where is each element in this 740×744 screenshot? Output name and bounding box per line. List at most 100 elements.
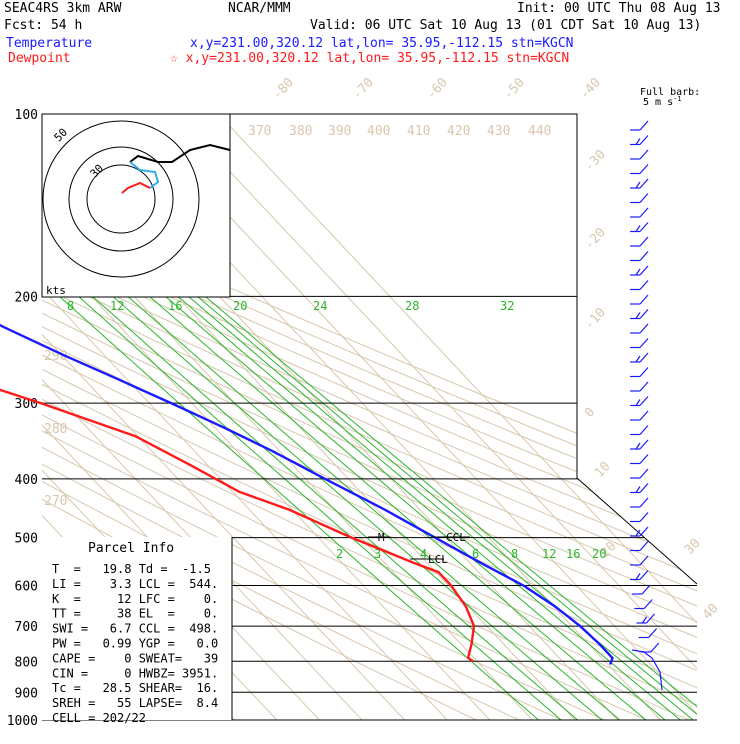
hodograph-trace-upper — [129, 143, 231, 163]
dry-adiabat-440 — [42, 114, 697, 720]
theta-label-270: 270 — [44, 494, 67, 509]
isotherm--30 — [42, 114, 448, 720]
theta-label-440: 440 — [528, 124, 551, 139]
wind-barb-flag-1 — [639, 135, 649, 145]
isotherm-label--30: -30 — [582, 147, 609, 174]
wind-barb-24 — [630, 468, 649, 479]
wind-barb-13 — [630, 309, 649, 320]
wind-barb-12 — [630, 294, 649, 305]
barb-key-value: 5 m s-1 — [643, 95, 682, 108]
wind-barb-flag2-28 — [635, 529, 641, 537]
mixing-ratio-lower-label-20: 20 — [592, 547, 606, 561]
mixing-ratio-labels: 8 12 16 20 24 28 32 2 3 4 6 8 12 16 20 — [67, 299, 606, 561]
wind-barb-flag-22 — [639, 439, 649, 450]
wind-barb-14 — [630, 323, 649, 334]
dry-adiabat-300 — [42, 114, 690, 720]
init-time: Init: 00 UTC Thu 08 Aug 13 — [517, 1, 721, 16]
mixing-ratio-upper-label-24: 24 — [313, 299, 327, 313]
parcel-info-line-5: PW = 0.99 YGP = 0.0 — [52, 637, 218, 651]
dry-adiabat-280 — [42, 114, 605, 720]
wind-barb-flag-14 — [639, 323, 649, 334]
wind-barb-33 — [634, 599, 653, 610]
wind-barb-6 — [630, 207, 649, 218]
wind-barb-flag-28 — [639, 526, 649, 537]
hodograph: 50 30 kts — [41, 113, 231, 298]
mixing-ratio-upper-label-28: 28 — [405, 299, 419, 313]
wind-barb-flag-5 — [639, 193, 649, 203]
theta-label-390: 390 — [328, 124, 351, 139]
wind-barb-28 — [630, 526, 649, 537]
pressure-label-900: 900 — [15, 686, 38, 701]
wind-barb-10 — [630, 265, 649, 276]
theta-label-370: 370 — [248, 124, 271, 139]
wind-barb-flag2-10 — [635, 268, 641, 276]
dewpoint-legend: Dewpoint — [8, 51, 71, 66]
wind-barb-low-cluster — [631, 649, 663, 691]
pressure-label-1000: 1000 — [7, 714, 38, 729]
mixing-ratio-lower-label-2: 2 — [336, 547, 343, 561]
theta-label-420: 420 — [447, 124, 470, 139]
temperature-legend: Temperature — [6, 36, 92, 51]
wind-barb-18 — [630, 381, 649, 392]
isotherm-label--70: -70 — [350, 75, 377, 102]
mixing-ratio-lower-label-8: 8 — [511, 547, 518, 561]
wind-barb-flag-26 — [639, 497, 649, 508]
wind-barb-5 — [630, 193, 649, 204]
wind-barb-25 — [630, 483, 649, 494]
lcl-marker: LCL — [428, 553, 448, 566]
wind-barb-8 — [630, 236, 649, 247]
mixing-ratio-lower-label-6: 6 — [472, 547, 479, 561]
wind-barb-35 — [638, 628, 658, 639]
wind-barb-flag-9 — [639, 251, 649, 261]
wind-barb-flag-13 — [639, 309, 649, 319]
dry-adiabat-370 — [42, 114, 697, 720]
dry-adiabat-340 — [42, 114, 697, 720]
parcel-info-panel: Parcel Info T = 19.8 Td = -1.5LI = 3.3 L… — [42, 537, 233, 725]
dry-adiabat-390 — [42, 114, 697, 720]
wind-barb-flag-8 — [639, 236, 649, 247]
dry-adiabat-450 — [42, 114, 697, 720]
wind-barb-flag-23 — [639, 454, 649, 464]
wind-barb-flag2-16 — [635, 355, 641, 363]
m-marker: M — [378, 531, 385, 544]
hodograph-ring-outer — [42, 120, 200, 278]
wind-barb-flag-12 — [639, 294, 649, 305]
wind-barb-flag-24 — [639, 468, 649, 479]
wind-barb-flag2-31 — [635, 573, 641, 580]
forecast-hour: Fcst: 54 h — [4, 18, 82, 33]
isotherm-label--50: -50 — [501, 75, 528, 102]
wind-barb-11 — [630, 280, 649, 291]
wind-barb-0 — [630, 120, 649, 131]
pressure-label-700: 700 — [15, 620, 38, 635]
wind-barb-flag-25 — [639, 483, 649, 493]
parcel-info-line-6: CAPE = 0 SWEAT= 39 — [52, 651, 218, 665]
mixing-ratio-upper-label-20: 20 — [233, 299, 247, 313]
isotherm--20 — [42, 114, 491, 720]
mixing-ratio-lower-label-4: 4 — [420, 547, 427, 561]
mixing-ratio-lower-label-16: 16 — [566, 547, 580, 561]
dry-adiabat-430 — [42, 114, 697, 720]
wind-barb-flag-6 — [639, 207, 649, 218]
wind-barb-16 — [630, 352, 649, 363]
pressure-label-500: 500 — [15, 532, 38, 547]
wind-barb-flag-3 — [639, 164, 649, 174]
wind-barb-7 — [630, 222, 649, 233]
wind-barb-flag2-19 — [635, 399, 641, 406]
plot-frame — [42, 113, 698, 585]
wind-barb-flag-18 — [639, 381, 649, 392]
wind-barb-9 — [630, 251, 649, 262]
org-label: NCAR/MMM — [228, 1, 291, 16]
dewpoint-profile — [0, 388, 476, 663]
wind-barb-26 — [630, 497, 649, 508]
wind-barb-20 — [630, 410, 649, 421]
isotherm-label-30: 30 — [682, 536, 704, 558]
theta-labels: 370 380 390 400 410 420 430 440 290 280 270 — [44, 124, 551, 509]
isotherm-label-10: 10 — [592, 459, 614, 481]
mixing-ratio-lower-label-3: 3 — [374, 547, 381, 561]
ccl-marker: CCL — [446, 531, 466, 544]
wind-barb-27 — [630, 512, 649, 523]
mixing-ratio-upper-label-12: 12 — [110, 299, 124, 313]
wind-barb-flag-33 — [643, 599, 653, 609]
temperature-profile — [0, 323, 614, 665]
